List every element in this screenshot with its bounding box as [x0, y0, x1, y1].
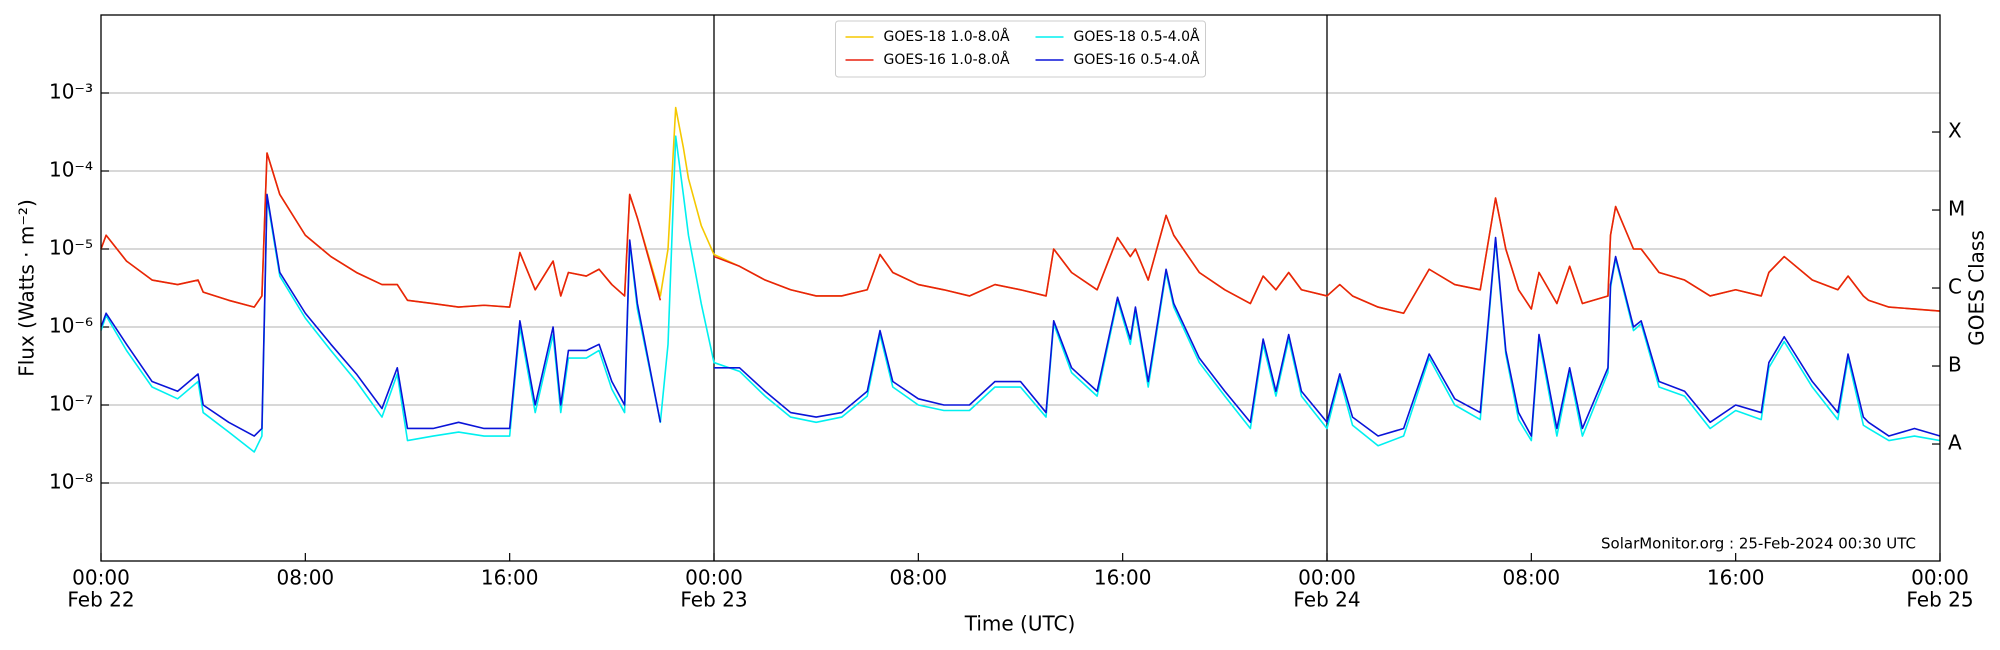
- y-tick-label: 10⁻⁸: [49, 470, 93, 494]
- x-tick-label: 00:00: [72, 566, 130, 590]
- annotation: SolarMonitor.org : 25-Feb-2024 00:30 UTC: [1601, 535, 1916, 553]
- legend: GOES-18 1.0-8.0Å GOES-16 1.0-8.0Å GOES-18 …: [835, 20, 1206, 78]
- y2-tick-label: C: [1948, 275, 1962, 299]
- legend-label: GOES-18 1.0-8.0Å: [884, 28, 1010, 45]
- x-date-label: Feb 25: [1906, 588, 1973, 612]
- series-line: [100, 193, 1941, 437]
- y2-tick-label: A: [1948, 431, 1962, 455]
- y2-tick-label: B: [1948, 353, 1962, 377]
- y2-axis-label: GOES Class: [1965, 230, 1989, 346]
- y2-tick-label: X: [1948, 119, 1962, 143]
- y-tick-label: 10⁻⁵: [49, 236, 93, 260]
- legend-label: GOES-18 0.5-4.0Å: [1074, 28, 1200, 45]
- y2-tick-label: M: [1948, 197, 1965, 221]
- x-tick-label: 00:00: [1298, 566, 1356, 590]
- series-line: [100, 152, 1941, 315]
- legend-label: GOES-16 0.5-4.0Å: [1074, 51, 1200, 68]
- y-tick-label: 10⁻⁶: [49, 314, 93, 338]
- x-tick-label: 16:00: [1094, 566, 1152, 590]
- y-tick-label: 10⁻⁷: [49, 392, 93, 416]
- x-date-label: Feb 22: [67, 588, 134, 612]
- plot-frame: [100, 14, 1941, 562]
- legend-box: [835, 20, 1206, 78]
- legend-label: GOES-16 1.0-8.0Å: [884, 51, 1010, 68]
- x-tick-label: 08:00: [277, 566, 335, 590]
- y-tick-label: 10⁻⁴: [49, 158, 93, 182]
- x-tick-label: 08:00: [890, 566, 948, 590]
- x-tick-label: 00:00: [1911, 566, 1969, 590]
- y-tick-label: 10⁻³: [49, 80, 93, 104]
- x-tick-label: 00:00: [685, 566, 743, 590]
- y-axis-label: Flux (Watts · m⁻²): [15, 199, 39, 377]
- x-date-label: Feb 23: [680, 588, 747, 612]
- x-tick-label: 08:00: [1503, 566, 1561, 590]
- x-axis-label: Time (UTC): [964, 612, 1076, 636]
- x-date-label: Feb 24: [1293, 588, 1360, 612]
- x-tick-label: 16:00: [1707, 566, 1765, 590]
- x-tick-label: 16:00: [481, 566, 539, 590]
